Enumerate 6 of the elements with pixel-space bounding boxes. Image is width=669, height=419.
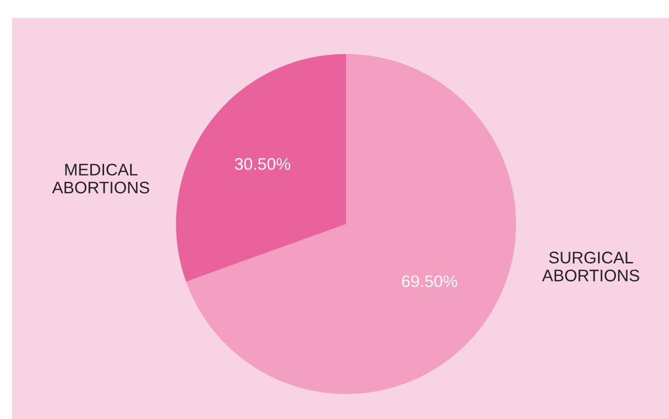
pie-slice bbox=[176, 54, 346, 282]
data-label: 30.50% bbox=[234, 158, 290, 170]
pie-slice bbox=[186, 54, 516, 394]
slice-label: SURGICAL ABORTIONS bbox=[542, 252, 640, 282]
data-label: 69.50% bbox=[402, 275, 458, 288]
slice-label: MEDICAL ABORTIONS bbox=[52, 164, 150, 194]
